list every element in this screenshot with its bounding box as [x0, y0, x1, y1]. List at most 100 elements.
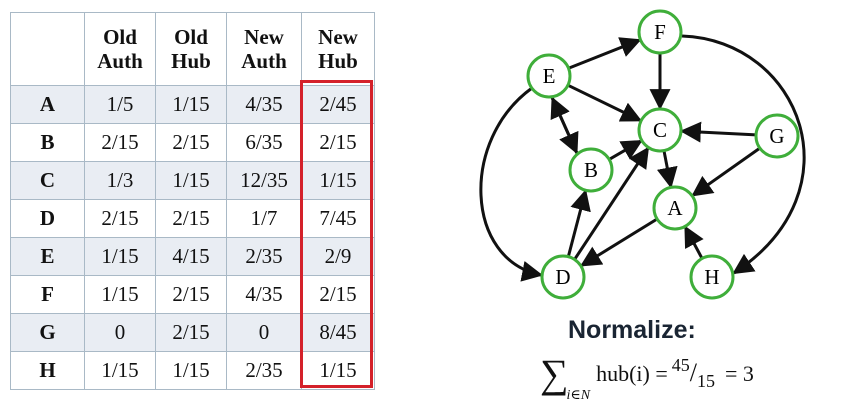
formula-expression: hub(i) =	[596, 361, 668, 386]
cell-new-auth: 4/35	[226, 275, 302, 314]
edge-a-to-d	[579, 217, 658, 267]
cell-old-auth: 1/3	[84, 161, 156, 200]
cell-old-auth: 2/15	[84, 199, 156, 238]
table-row: C 1/3 1/15 12/35 1/15	[10, 161, 375, 200]
row-label: D	[10, 199, 85, 238]
cell-old-auth: 1/15	[84, 275, 156, 314]
table-header-row: Old Auth Old Hub New Auth New Hub	[10, 12, 375, 86]
edge-g-to-a	[691, 146, 761, 197]
node-f: F	[637, 9, 683, 55]
cell-new-auth: 12/35	[226, 161, 302, 200]
column-header: New Hub	[301, 12, 375, 86]
node-circle	[568, 147, 614, 193]
edge-f-to-h	[681, 34, 806, 275]
row-label: C	[10, 161, 85, 200]
cell-new-auth: 2/35	[226, 237, 302, 276]
cell-old-hub: 1/15	[155, 85, 227, 124]
node-circle	[652, 185, 698, 231]
formula-result: = 3	[725, 361, 754, 386]
node-b: B	[568, 147, 614, 193]
cell-new-hub: 2/15	[301, 275, 375, 314]
node-label: B	[584, 158, 598, 182]
edge-e-to-d	[479, 86, 544, 282]
row-label: H	[10, 351, 85, 390]
cell-old-auth: 1/5	[84, 85, 156, 124]
node-label: F	[654, 20, 666, 44]
cell-old-hub: 2/15	[155, 313, 227, 352]
sum-subscript: i∈N	[566, 388, 591, 403]
formula-numerator: 45	[671, 355, 690, 375]
node-e: E	[526, 53, 572, 99]
cell-new-hub: 2/45	[301, 85, 375, 124]
cell-new-auth: 0	[226, 313, 302, 352]
cell-old-hub: 2/15	[155, 123, 227, 162]
row-label: G	[10, 313, 85, 352]
cell-new-auth: 6/35	[226, 123, 302, 162]
hits-graph: F E C G B A D H	[479, 9, 806, 300]
cell-new-hub: 2/15	[301, 123, 375, 162]
cell-new-hub: 1/15	[301, 351, 375, 390]
node-circle	[540, 254, 586, 300]
table-row: B 2/15 2/15 6/35 2/15	[10, 123, 375, 162]
column-header: New Auth	[226, 12, 302, 86]
cell-old-auth: 2/15	[84, 123, 156, 162]
row-label: A	[10, 85, 85, 124]
row-label: B	[10, 123, 85, 162]
node-circle	[637, 107, 683, 153]
edge-b-to-c	[608, 139, 643, 161]
cell-new-auth: 1/7	[226, 199, 302, 238]
table-row: H 1/15 1/15 2/35 1/15	[10, 351, 375, 390]
node-label: G	[769, 124, 784, 148]
row-label: E	[10, 237, 85, 276]
node-label: D	[555, 265, 570, 289]
cell-old-hub: 4/15	[155, 237, 227, 276]
node-d: D	[540, 254, 586, 300]
column-header: Old Hub	[155, 12, 227, 86]
cell-new-hub: 2/9	[301, 237, 375, 276]
node-label: H	[704, 265, 719, 289]
node-circle	[754, 113, 800, 159]
edge-b-to-e	[550, 96, 579, 154]
corner-header	[10, 12, 85, 86]
cell-old-hub: 2/15	[155, 199, 227, 238]
cell-old-auth: 1/15	[84, 351, 156, 390]
edge-h-to-a	[684, 225, 704, 260]
table-row: D 2/15 2/15 1/7 7/45	[10, 199, 375, 238]
table-row: E 1/15 4/15 2/35 2/9	[10, 237, 375, 276]
cell-new-hub: 7/45	[301, 199, 375, 238]
edge-g-to-c	[679, 121, 757, 143]
table-row: A 1/5 1/15 4/35 2/45	[10, 85, 375, 124]
normalize-heading: Normalize:	[568, 316, 696, 344]
node-circle	[637, 9, 683, 55]
node-c: C	[637, 107, 683, 153]
cell-old-hub: 2/15	[155, 275, 227, 314]
sum-symbol: ∑	[540, 351, 569, 396]
edge-e-to-c	[567, 83, 643, 122]
node-h: H	[689, 254, 735, 300]
node-label: E	[543, 64, 556, 88]
node-a: A	[652, 185, 698, 231]
edge-c-to-a	[656, 150, 678, 189]
edge-d-to-b	[566, 189, 591, 258]
normalize-formula: ∑i∈Nhub(i) = 45/15 = 3	[540, 351, 754, 403]
table-row: G 0 2/15 0 8/45	[10, 313, 375, 352]
formula-denominator: 15	[697, 371, 716, 391]
edge-d-to-c	[573, 146, 650, 261]
table-row: F 1/15 2/15 4/35 2/15	[10, 275, 375, 314]
node-circle	[689, 254, 735, 300]
cell-old-auth: 0	[84, 313, 156, 352]
node-g: G	[754, 113, 800, 159]
cell-new-hub: 8/45	[301, 313, 375, 352]
cell-new-auth: 4/35	[226, 85, 302, 124]
cell-old-hub: 1/15	[155, 351, 227, 390]
cell-new-hub: 1/15	[301, 161, 375, 200]
row-label: F	[10, 275, 85, 314]
node-circle	[526, 53, 572, 99]
scores-table: Old Auth Old Hub New Auth New Hub A 1/5 1/15 4…	[10, 12, 375, 390]
node-label: C	[653, 118, 667, 142]
cell-old-auth: 1/15	[84, 237, 156, 276]
cell-old-hub: 1/15	[155, 161, 227, 200]
column-header: Old Auth	[84, 12, 156, 86]
edge-e-to-f	[567, 37, 642, 70]
cell-new-auth: 2/35	[226, 351, 302, 390]
